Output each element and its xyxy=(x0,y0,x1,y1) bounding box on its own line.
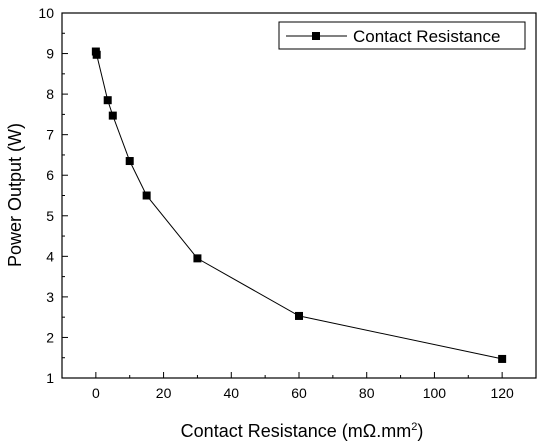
legend: Contact Resistance xyxy=(278,21,526,50)
y-tick-label: 3 xyxy=(46,289,54,305)
y-axis-title: Power Output (W) xyxy=(5,123,25,267)
x-axis-title-superscript: 2 xyxy=(411,421,417,433)
legend-label: Contact Resistance xyxy=(353,27,500,46)
x-axis-title-close: ) xyxy=(417,421,423,441)
y-tick-label: 6 xyxy=(46,167,54,183)
data-point xyxy=(108,111,117,120)
x-tick-label: 20 xyxy=(156,385,172,401)
series-markers xyxy=(91,47,507,363)
x-tick-label: 40 xyxy=(223,385,239,401)
x-tick-label: 0 xyxy=(92,385,100,401)
x-tick-label: 120 xyxy=(490,385,514,401)
y-tick-label: 1 xyxy=(46,370,54,386)
data-point xyxy=(103,96,112,105)
y-tick-label: 8 xyxy=(46,86,54,102)
tick-labels: 0 20 40 60 80 100 120 1 2 3 4 5 6 7 8 9 10 xyxy=(38,5,514,401)
plot-frame xyxy=(61,12,537,379)
x-axis-title-main: Contact Resistance (mΩ.mm xyxy=(181,421,412,441)
y-tick-label: 7 xyxy=(46,127,54,143)
y-tick-label: 10 xyxy=(38,5,54,21)
data-point xyxy=(92,50,101,59)
y-tick-label: 2 xyxy=(46,329,54,345)
axis-ticks xyxy=(61,12,537,379)
y-tick-label: 9 xyxy=(46,46,54,62)
x-tick-label: 60 xyxy=(291,385,307,401)
data-point xyxy=(498,354,507,363)
data-point xyxy=(295,311,303,320)
y-tick-label: 5 xyxy=(46,208,54,224)
x-tick-label: 80 xyxy=(359,385,375,401)
data-point xyxy=(193,254,202,263)
x-axis-title: Contact Resistance (mΩ.mm2) xyxy=(181,421,424,441)
data-point xyxy=(125,157,134,166)
data-point xyxy=(142,191,151,200)
y-tick-label: 4 xyxy=(46,248,54,264)
legend-marker xyxy=(312,32,320,40)
x-tick-label: 100 xyxy=(423,385,447,401)
